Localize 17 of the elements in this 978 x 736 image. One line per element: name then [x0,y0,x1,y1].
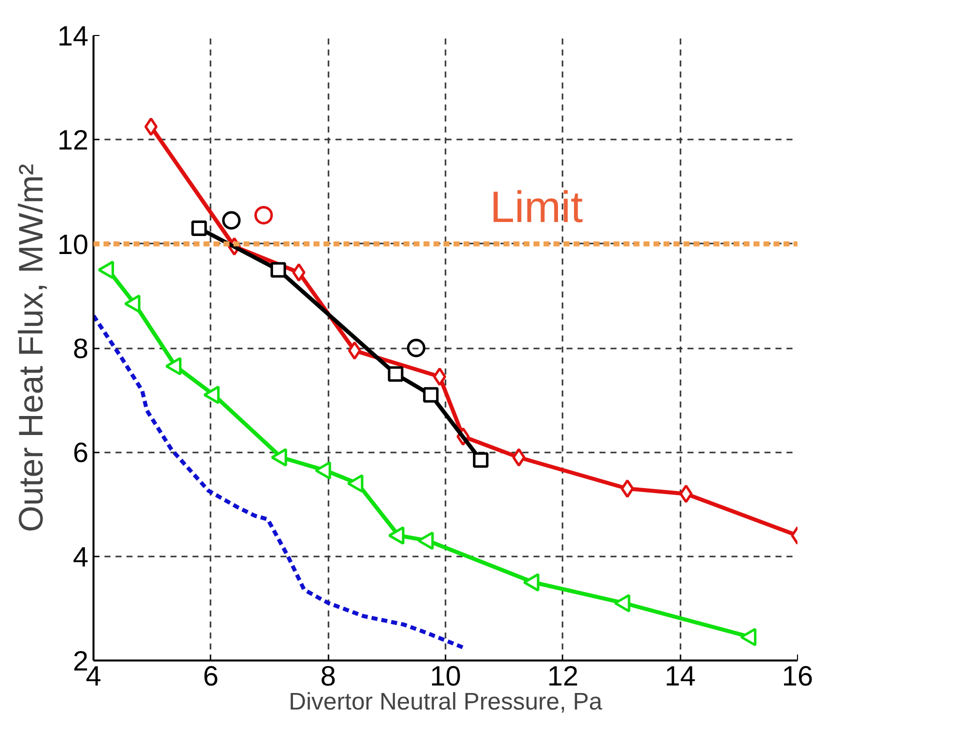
y-axis-title: Outer Heat Flux, MW/m² [12,164,50,532]
y-tick-label: 12 [57,124,89,156]
ref-line-label: Limit [490,182,583,232]
y-tick-label: 8 [72,333,89,364]
x-tick-label: 12 [547,660,578,692]
x-tick-label: 8 [320,660,336,692]
x-tick-label: 6 [203,660,219,692]
y-tick-label: 6 [72,437,89,468]
y-tick-label: 14 [57,20,89,52]
x-tick-label: 10 [430,660,462,692]
x-axis-title: Divertor Neutral Pressure, Pa [288,688,603,716]
x-tick-label: 16 [782,660,814,692]
line-series [94,314,466,650]
x-tick-label: 14 [664,660,696,692]
y-tick-label: 2 [72,646,89,676]
y-tick-label: 4 [72,541,89,572]
y-tick-label: 10 [57,228,89,260]
